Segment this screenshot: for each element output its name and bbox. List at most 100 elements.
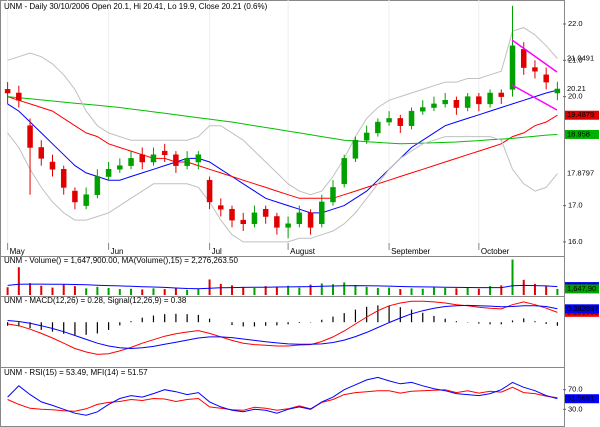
volume-bar <box>73 286 76 295</box>
value-label-box <box>565 394 599 404</box>
macd-title: UNM - MACD(12,26) = 0.28, Signal(12,26,9… <box>4 296 187 305</box>
series-line <box>7 304 558 350</box>
volume-bar <box>500 285 503 295</box>
volume-bar <box>444 287 447 295</box>
candle-body <box>487 92 493 105</box>
volume-bar <box>152 288 155 295</box>
value-label: 1,647,90 <box>567 284 596 293</box>
series-line <box>7 132 558 243</box>
candle-body <box>262 208 269 217</box>
series-line <box>7 27 558 196</box>
rsi-panel <box>0 367 565 427</box>
rsi-title: UNM - RSI(15) = 53.49, MFI(14) = 51.57 <box>4 368 148 377</box>
candle-body <box>173 154 179 166</box>
volume-bar <box>163 289 166 295</box>
candle-body <box>229 208 235 221</box>
candle-body <box>319 201 325 225</box>
volume-bar <box>197 288 200 295</box>
candle-body <box>94 176 101 195</box>
volume-bar <box>186 289 189 295</box>
volume-panel <box>0 256 565 297</box>
volume-bar <box>107 287 110 295</box>
volume-bar <box>466 287 469 295</box>
y-tick-label: 22.0 <box>568 19 583 28</box>
candle-body <box>38 147 45 159</box>
volume-bar <box>556 288 559 295</box>
x-tick-label: Jul <box>212 247 222 256</box>
candle-body <box>49 161 56 170</box>
volume-bar <box>287 285 290 295</box>
volume-bar <box>219 283 222 295</box>
candle-body <box>296 212 303 225</box>
volume-bar <box>331 284 334 295</box>
y-tick-label: 21.0 <box>568 55 583 64</box>
volume-bar <box>477 288 480 295</box>
price-title: UNM - Daily 30/10/2006 Open 20.1, Hi 20.… <box>4 2 268 11</box>
volume-bar <box>376 287 379 295</box>
x-tick-label: August <box>290 247 316 256</box>
candle-body <box>206 179 213 203</box>
x-tick-label: May <box>10 247 25 256</box>
volume-bar <box>275 287 278 295</box>
value-label: 18.958 <box>567 129 590 138</box>
value-label: 17.8797 <box>567 169 594 178</box>
volume-bar <box>141 289 144 295</box>
volume-bar <box>253 287 256 295</box>
candle-body <box>442 100 448 105</box>
volume-bar <box>432 287 435 295</box>
series-line <box>7 96 558 145</box>
series-line <box>7 96 558 199</box>
y-tick-label: 30.0 <box>568 404 583 413</box>
series-line <box>7 386 558 412</box>
volume-bar <box>421 288 424 295</box>
volume-bar <box>298 287 301 295</box>
candle-body <box>509 45 516 90</box>
volume-bar <box>343 282 346 295</box>
volume-bar <box>399 289 402 295</box>
volume-bar <box>320 283 323 295</box>
value-label-box <box>565 110 599 120</box>
volume-bar <box>489 286 492 295</box>
value-label: 51.5691 <box>567 394 594 403</box>
volume-bar <box>309 284 312 295</box>
volume-bar <box>533 283 536 295</box>
candle-body <box>16 92 22 101</box>
candle-body <box>60 169 67 188</box>
candle-body <box>498 92 505 97</box>
candle-body <box>195 154 202 163</box>
candle-body <box>386 118 392 123</box>
candle-body <box>27 125 33 148</box>
marks: May Jun Jul August September October 16.0 17.0 2… <box>4 0 599 416</box>
y-tick-label: 70.0 <box>568 385 583 394</box>
value-label: 0.382997 <box>567 304 598 313</box>
value-label: 20.21 <box>567 84 586 93</box>
volume-bar <box>174 287 177 295</box>
candle-body <box>397 118 404 126</box>
volume-bar <box>118 289 121 295</box>
candle-body <box>453 100 460 108</box>
candle-body <box>285 223 291 228</box>
volume-bar <box>365 286 368 295</box>
candle-body <box>330 187 336 203</box>
x-tick-label: September <box>391 247 430 256</box>
candle-body <box>543 74 549 83</box>
value-label-box <box>565 129 599 139</box>
candle-body <box>375 121 381 134</box>
candle-body <box>117 165 123 170</box>
x-tick-label: October <box>481 247 510 256</box>
candle-body <box>105 169 112 177</box>
candle-body <box>161 150 168 155</box>
volume-bar <box>511 259 514 295</box>
volume-bar <box>62 284 65 295</box>
candle-body <box>520 49 527 68</box>
candle-body <box>251 212 258 225</box>
y-tick-label: 17.0 <box>568 201 583 210</box>
volume-bar <box>264 286 267 295</box>
volume-bar <box>29 283 32 295</box>
candle-body <box>363 132 370 141</box>
candle-body <box>240 219 246 225</box>
candle-body <box>420 107 426 112</box>
candle-body <box>184 158 190 166</box>
volume-bar <box>40 285 43 295</box>
